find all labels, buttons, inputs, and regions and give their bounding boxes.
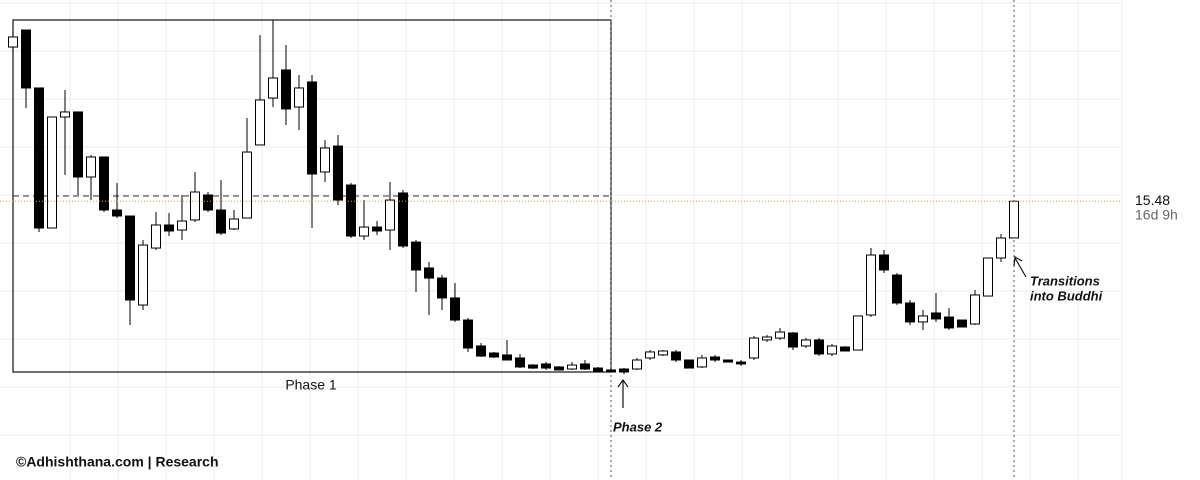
phase1-label: Phase 1 — [285, 377, 337, 393]
footer: ©Adhishthana.com | Research — [16, 454, 219, 470]
candle-body — [346, 184, 356, 237]
candle-body — [905, 302, 915, 323]
candle-body — [502, 354, 512, 361]
candle-body — [749, 337, 759, 359]
candle-body — [99, 156, 109, 211]
candle-body — [359, 226, 369, 237]
candle-body — [112, 209, 122, 217]
candle-body — [801, 339, 811, 347]
candle-body — [450, 297, 460, 321]
candle-body — [632, 359, 642, 370]
candle-body — [424, 267, 434, 279]
candle-body — [879, 254, 889, 271]
candle-body — [255, 99, 265, 146]
candle-body — [567, 364, 577, 370]
candle-body — [203, 194, 213, 211]
countdown: 16d 9h — [1135, 207, 1178, 223]
candle-body — [827, 345, 837, 355]
candle-body — [229, 218, 239, 230]
candle-body — [606, 369, 616, 373]
candle-body — [580, 363, 590, 370]
candle-body — [814, 339, 824, 355]
candle-body — [333, 145, 343, 201]
candle-body — [411, 241, 421, 271]
candle-body — [73, 111, 83, 178]
candle-body — [398, 192, 408, 247]
candle-body — [710, 356, 720, 361]
candle-body — [697, 357, 707, 368]
candle-body — [385, 199, 395, 231]
candle-body — [645, 351, 655, 359]
candle-body — [996, 237, 1006, 259]
candle-body — [918, 315, 928, 323]
candle-body — [983, 257, 993, 297]
candle-body — [528, 364, 538, 369]
candle-body — [957, 319, 967, 328]
candle-body — [658, 350, 668, 356]
candle-body — [892, 274, 902, 304]
candle-body — [723, 359, 733, 363]
candle-body — [164, 224, 174, 232]
transition-arrow — [1013, 256, 1027, 278]
candle-body — [684, 359, 694, 369]
candle-body — [541, 363, 551, 369]
candle-body — [619, 368, 629, 373]
candle-body — [437, 277, 447, 299]
transition-label: into Buddhi — [1030, 288, 1103, 303]
candle-body — [775, 331, 785, 339]
candle-body — [554, 366, 564, 371]
candle-body — [970, 294, 980, 325]
candle-body — [125, 215, 135, 301]
phase2-label: Phase 2 — [613, 419, 663, 434]
candle-body — [671, 351, 681, 361]
candle-body — [866, 254, 876, 316]
candles — [8, 20, 1019, 375]
candle-body — [242, 151, 252, 219]
candle-body — [853, 315, 863, 351]
candle-body — [1009, 200, 1019, 239]
candle-body — [944, 316, 954, 329]
candle-body — [307, 81, 317, 175]
candle-body — [151, 224, 161, 249]
candle-body — [320, 147, 330, 173]
candle-body — [60, 111, 70, 118]
candle-body — [788, 332, 798, 348]
candle-body — [268, 77, 278, 99]
grid — [0, 0, 1123, 480]
candle-body — [190, 191, 200, 221]
candle-body — [840, 346, 850, 352]
transition-label: Transitions — [1030, 273, 1100, 288]
candle-body — [294, 87, 304, 108]
candle-body — [138, 244, 148, 306]
candle-body — [593, 367, 603, 372]
candle-body — [736, 361, 746, 365]
phase2-arrow — [617, 378, 629, 408]
candle-body — [931, 312, 941, 320]
candle-body — [515, 357, 525, 368]
candle-body — [177, 220, 187, 231]
candle-body — [34, 87, 44, 229]
candle-body — [372, 226, 382, 232]
candle-body — [489, 352, 499, 358]
candle-body — [476, 345, 486, 357]
last-price-label: 15.48 — [1135, 192, 1170, 208]
candle-body — [47, 116, 57, 229]
candle-body — [86, 156, 96, 178]
candle-body — [762, 336, 772, 341]
candle-body — [216, 209, 226, 234]
candle-body — [21, 29, 31, 89]
candle-body — [8, 36, 18, 48]
candle-body — [281, 69, 291, 110]
candle-body — [463, 319, 473, 349]
